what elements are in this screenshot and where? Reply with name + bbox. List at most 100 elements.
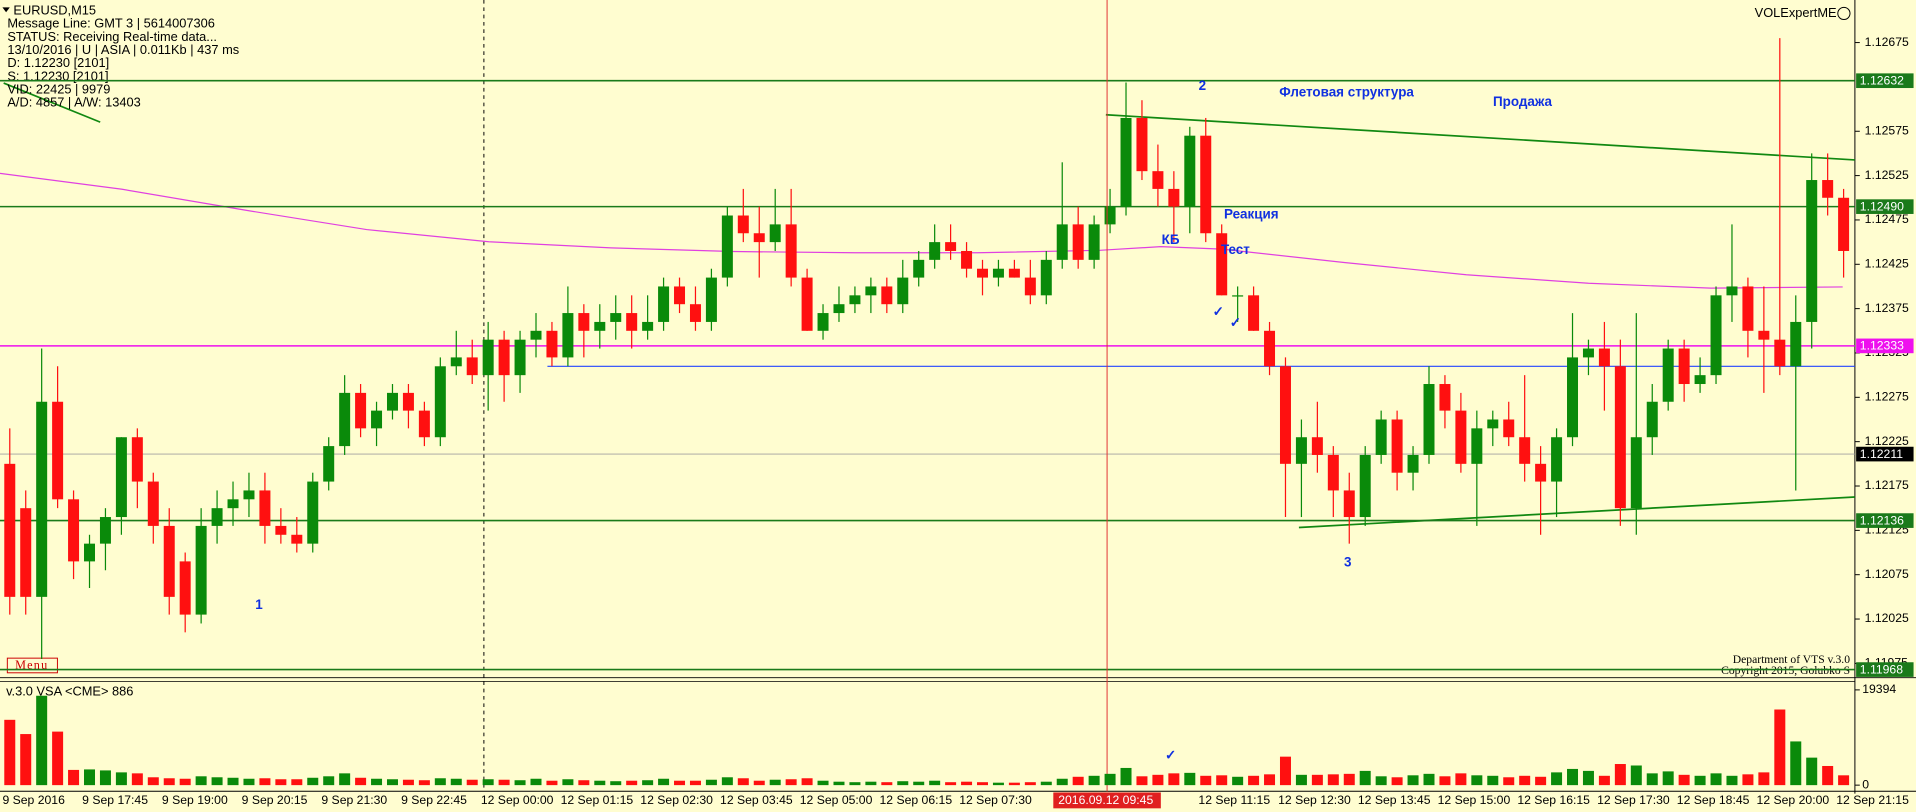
volume-bar: [1040, 781, 1052, 786]
candle-body: [1311, 437, 1323, 455]
volume-bar: [1439, 776, 1451, 786]
volume-bar: [945, 782, 957, 786]
candle-body: [339, 392, 351, 447]
candle-body: [705, 277, 717, 322]
candle-body: [865, 286, 877, 296]
volume-bar: [20, 734, 32, 786]
volume-bar: [674, 780, 686, 786]
candle-body: [1152, 171, 1164, 189]
trend-line: [1298, 496, 1855, 529]
volume-bar: [1279, 756, 1291, 786]
x-tick-label: 12 Sep 05:00: [800, 793, 873, 807]
volume-title: v.3.0 VSA <CME> 886: [6, 684, 133, 699]
candle-body: [1471, 428, 1483, 464]
candle-body: [1439, 384, 1451, 411]
candle-body: [1040, 259, 1052, 296]
annotation: ✓: [1230, 315, 1241, 330]
volume-bar: [801, 778, 813, 786]
volume-bar: [1774, 709, 1786, 786]
volume-bar: [1088, 775, 1100, 786]
candle-body: [721, 215, 733, 278]
candle-body: [881, 286, 893, 305]
candle-body: [1184, 135, 1196, 207]
x-tick-label: 12 Sep 18:45: [1677, 793, 1750, 807]
candle-body: [179, 561, 191, 615]
volume-bar: [1232, 776, 1244, 786]
volume-bar: [52, 731, 64, 786]
candle-body: [52, 401, 64, 500]
volume-bar: [259, 778, 271, 786]
volume-bar: [897, 781, 909, 786]
candle-body: [227, 499, 239, 509]
volume-bar: [1678, 774, 1690, 786]
volume-bar: [1551, 772, 1563, 786]
candle-body: [20, 508, 32, 597]
level-box: [1856, 446, 1914, 462]
y-tick-label: 1.12275: [1865, 390, 1909, 404]
volume-bar: [1104, 773, 1116, 786]
footer-text: Copyright 2015, Golubko S: [1721, 664, 1850, 677]
volume-bar: [4, 719, 16, 786]
volume-bar: [1423, 773, 1435, 786]
candle-body: [1375, 419, 1387, 455]
y-tick-label: 1.12375: [1865, 301, 1909, 315]
volume-bar: [1822, 765, 1834, 786]
candle-body: [1630, 437, 1642, 509]
annotation: Тест: [1221, 242, 1250, 257]
candle-body: [99, 517, 111, 544]
level-label: 1.12211: [1860, 447, 1903, 461]
x-tick-label: 12 Sep 02:30: [640, 793, 713, 807]
trend-line: [3, 82, 101, 123]
volume-bar: [721, 777, 733, 786]
candle-body: [1104, 206, 1116, 225]
volume-bar: [610, 781, 622, 786]
volume-bar: [1838, 775, 1850, 786]
volume-bar: [626, 780, 638, 786]
volume-bar: [929, 780, 941, 786]
x-tick-label: 12 Sep 16:15: [1517, 793, 1590, 807]
volume-bar: [1630, 765, 1642, 786]
y-tick-label: 1.12575: [1865, 123, 1909, 137]
candle-body: [1407, 454, 1419, 473]
volume-bar: [881, 782, 893, 786]
moving-average: [0, 172, 1843, 289]
candle-body: [1264, 330, 1276, 367]
candle-body: [450, 357, 462, 367]
annotation: 2: [1199, 78, 1206, 93]
brand: VOLExpertME: [1755, 5, 1837, 20]
candle-body: [1790, 321, 1802, 367]
y-tick-label: 19394: [1862, 682, 1896, 696]
volume-bar: [1359, 770, 1371, 786]
level-label: 1.12136: [1860, 513, 1904, 527]
candle-body: [961, 250, 973, 269]
candle-body: [1487, 419, 1499, 429]
volume-bar: [705, 779, 717, 786]
candle-body: [674, 286, 686, 305]
candle-body: [355, 392, 367, 429]
volume-bar: [1136, 776, 1148, 786]
annotation: ✓: [1165, 747, 1176, 762]
volume-bar: [1519, 775, 1531, 786]
candle-body: [658, 286, 670, 322]
candle-body: [323, 446, 335, 482]
candle-body: [1646, 401, 1658, 438]
candle-body: [992, 268, 1004, 278]
layout: [0, 0, 1916, 794]
volume-bar: [546, 780, 558, 786]
volume-bar: [817, 780, 829, 786]
volume-bar: [147, 777, 159, 786]
candle-body: [530, 330, 542, 340]
volume-bar: [1216, 775, 1228, 786]
volume-bar: [1614, 764, 1626, 786]
info-line: EURUSD,M15: [13, 2, 96, 17]
candle-body: [1056, 224, 1068, 260]
candle-body: [1455, 410, 1467, 464]
candle-body: [115, 437, 127, 518]
candle-body: [466, 357, 478, 376]
menu-label[interactable]: Menu: [15, 658, 48, 672]
volume-bar: [307, 777, 319, 786]
volume-bar: [1168, 773, 1180, 786]
candle-body: [1391, 419, 1403, 473]
y-tick-label: 1.12025: [1865, 611, 1909, 625]
